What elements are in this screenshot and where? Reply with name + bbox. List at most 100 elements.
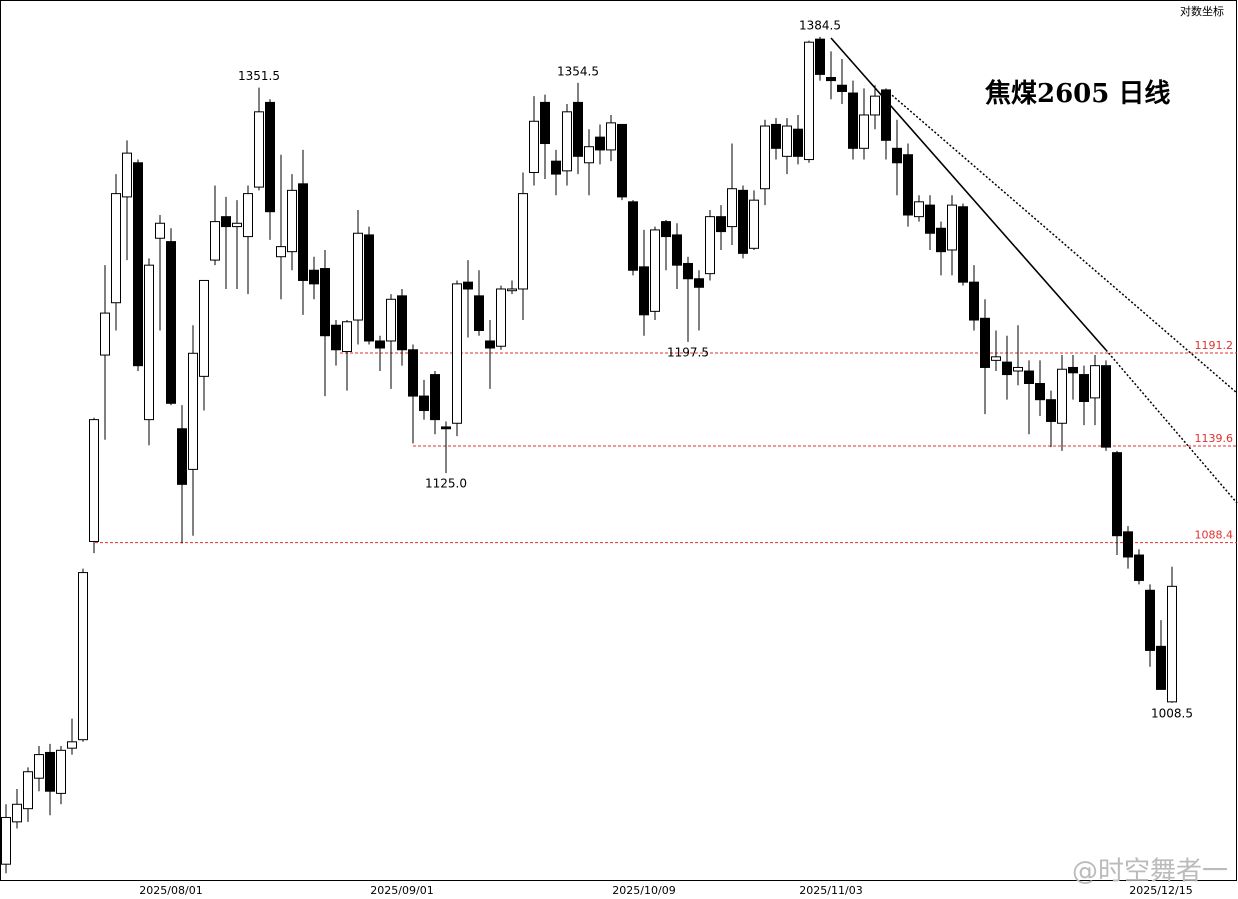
low-label: 1197.5 <box>667 345 709 359</box>
candle-body <box>177 428 187 485</box>
high-label: 1384.5 <box>799 18 841 32</box>
candle-body <box>34 754 44 779</box>
candle-body <box>342 321 352 353</box>
x-tick-label: 2025/08/01 <box>139 884 202 897</box>
watermark: @时空舞者一 <box>1072 857 1228 887</box>
candle-body <box>727 188 737 228</box>
candle-body <box>1068 366 1078 374</box>
candle-body <box>958 206 968 283</box>
candle-body <box>386 298 396 342</box>
candle-body <box>1090 365 1100 399</box>
candle-body <box>749 199 759 249</box>
candle-body <box>903 154 913 216</box>
candle-body <box>221 216 231 228</box>
high-label: 1354.5 <box>557 64 599 78</box>
candle-body <box>1101 365 1111 448</box>
candle-body <box>892 147 902 164</box>
candle-body <box>859 114 869 149</box>
candle-body <box>441 426 451 430</box>
candle-body <box>166 241 176 404</box>
candle-body <box>463 281 473 290</box>
candle-body <box>1035 383 1045 401</box>
high-label: 1351.5 <box>238 69 280 83</box>
candle-body <box>45 751 55 792</box>
level-label: 1191.2 <box>1195 339 1234 352</box>
candle-body <box>12 803 22 823</box>
candle-body <box>881 89 891 141</box>
scale-label: 对数坐标 <box>1180 4 1224 18</box>
candle-body <box>452 283 462 424</box>
candle-body <box>276 246 286 258</box>
candle-body <box>1156 645 1166 690</box>
candle-body <box>826 76 836 82</box>
candle-body <box>518 193 528 290</box>
chart-title: 焦煤2605 日线 <box>985 78 1170 109</box>
candle-body <box>815 38 825 75</box>
candle-body <box>430 374 440 421</box>
candle-body <box>694 278 704 288</box>
candle-body <box>936 227 946 253</box>
level-label: 1139.6 <box>1195 432 1234 445</box>
candle-body <box>617 123 627 198</box>
candle-body <box>287 189 297 253</box>
candle-body <box>485 340 495 349</box>
candle-body <box>353 232 363 321</box>
candle-body <box>144 264 154 421</box>
candle-body <box>991 356 1001 361</box>
candle-body <box>232 222 242 228</box>
candle-body <box>628 201 638 271</box>
candle-body <box>419 395 429 412</box>
candle-body <box>1024 370 1034 385</box>
candle-body <box>1002 361 1012 376</box>
candle-body <box>562 111 572 172</box>
candle-body <box>595 136 605 151</box>
candle-body <box>925 204 935 234</box>
candle-body <box>67 741 77 749</box>
candle-body <box>870 95 880 116</box>
candle-body <box>1079 374 1089 402</box>
candle-body <box>1013 366 1023 372</box>
candle-body <box>155 222 165 239</box>
candle-body <box>375 340 385 349</box>
candle-body <box>848 92 858 149</box>
candle-body <box>529 120 539 173</box>
candle-body <box>111 193 121 304</box>
low-label: 1008.5 <box>1151 706 1193 720</box>
candle-body <box>254 111 264 188</box>
candle-body <box>408 349 418 397</box>
candle-body <box>199 279 209 377</box>
candle-body <box>650 229 660 312</box>
candle-body <box>837 84 847 92</box>
candle-body <box>1167 585 1177 703</box>
candle-body <box>782 125 792 157</box>
candle-body <box>331 324 341 351</box>
candle-body <box>551 160 561 175</box>
candle-body <box>309 269 319 285</box>
candle-body <box>397 295 407 351</box>
candle-body <box>1134 554 1144 581</box>
candle-body <box>496 288 506 347</box>
x-tick-label: 2025/09/01 <box>370 884 433 897</box>
candle-body <box>606 122 616 151</box>
candle-body <box>969 281 979 321</box>
candle-body <box>705 216 715 275</box>
candle-body <box>265 101 275 213</box>
level-label: 1088.4 <box>1195 529 1234 542</box>
candle-body <box>661 221 671 238</box>
candle-body <box>639 266 649 316</box>
candle-body <box>573 101 583 157</box>
candle-body <box>672 234 682 266</box>
candle-body <box>89 419 99 542</box>
candle-body <box>716 216 726 233</box>
candle-body <box>1057 368 1067 424</box>
candle-body <box>507 288 517 292</box>
candle-body <box>540 101 550 145</box>
candle-body <box>474 295 484 331</box>
candle-body <box>133 162 143 367</box>
candle-body <box>100 312 110 356</box>
candle-body <box>56 749 66 794</box>
candle-body <box>1145 589 1155 651</box>
trend-line <box>885 89 1238 394</box>
candle-body <box>298 183 308 281</box>
